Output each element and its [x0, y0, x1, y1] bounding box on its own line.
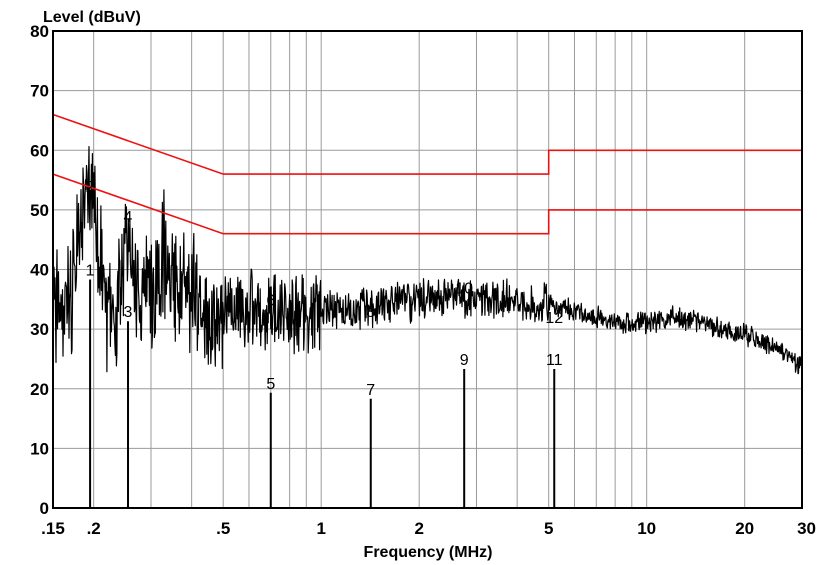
x-tick-label: 2: [414, 519, 423, 538]
x-tick-label: .15: [41, 519, 65, 538]
y-tick-label: 80: [30, 22, 49, 41]
marker-label: 4: [124, 209, 133, 226]
y-tick-label: 70: [30, 82, 49, 101]
x-tick-label: 5: [544, 519, 553, 538]
x-tick-label: .5: [216, 519, 230, 538]
y-tick-label: 0: [40, 499, 49, 518]
marker-label: 11: [546, 352, 563, 369]
y-axis-title: Level (dBuV): [43, 9, 141, 26]
limit-line-1: [52, 113, 802, 175]
marker-label: 8: [366, 304, 375, 321]
marker-label: 10: [455, 280, 473, 297]
marker-label: 3: [124, 304, 133, 321]
x-tick-label: 10: [637, 519, 656, 538]
x-tick-label: 30: [797, 519, 816, 538]
limit-lines: [52, 113, 802, 235]
marker-label: 1: [86, 263, 95, 280]
y-tick-label: 20: [30, 380, 49, 399]
spectrum-trace-group: [52, 146, 803, 375]
marker-label: 5: [266, 376, 275, 393]
marker-label: 7: [366, 382, 375, 399]
marker-label: 6: [266, 292, 275, 309]
y-tick-label: 60: [30, 141, 49, 160]
y-tick-label: 30: [30, 320, 49, 339]
marker-label: 9: [460, 352, 469, 369]
spectrum-trace: [52, 146, 803, 375]
x-tick-label: 20: [735, 519, 754, 538]
marker-label: 12: [545, 310, 563, 327]
x-tick-label: .2: [87, 519, 101, 538]
x-axis-title: Frequency (MHz): [364, 544, 493, 561]
y-tick-label: 10: [30, 439, 49, 458]
y-tick-label: 50: [30, 201, 49, 220]
y-tick-label: 40: [30, 261, 49, 280]
limit-line-2: [52, 173, 802, 235]
marker-label: 2: [86, 179, 95, 196]
plot-frame: [52, 30, 803, 509]
x-tick-label: 1: [316, 519, 325, 538]
